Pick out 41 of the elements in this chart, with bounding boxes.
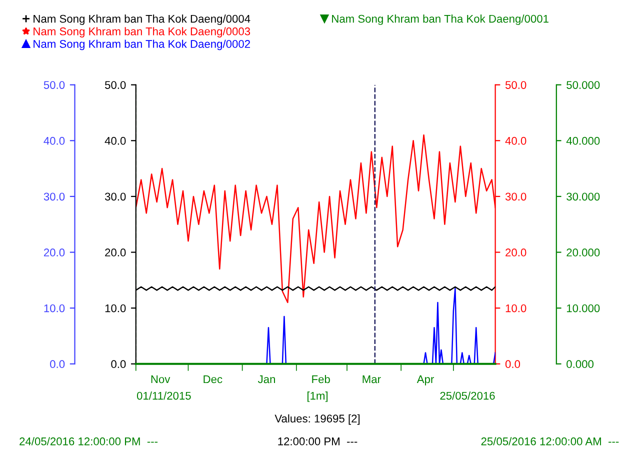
x-tick-label: Dec bbox=[204, 375, 222, 384]
text: Values: 19695 [2] bbox=[274, 414, 360, 425]
x-tick-label: Feb bbox=[312, 375, 330, 384]
y3-tick-label: 20.000 bbox=[566, 248, 600, 256]
text: 25/05/2016 bbox=[440, 392, 495, 400]
text: 10.0 bbox=[44, 304, 65, 312]
text: 0.0 bbox=[50, 360, 65, 368]
y3-tick-label: 0.000 bbox=[566, 360, 594, 368]
x-tick-label: Jan bbox=[258, 375, 275, 384]
y-tick-label: 20.0 bbox=[105, 248, 126, 256]
x-tick-label: Mar bbox=[362, 375, 381, 384]
text: 24/05/2016 12:00:00 PM --- bbox=[20, 437, 158, 446]
y3-tick-label: 50.000 bbox=[566, 81, 600, 89]
legend-label: Nam Song Khram ban Tha Kok Daeng/0004 bbox=[34, 14, 250, 25]
y-tick-label: 10.0 bbox=[105, 304, 126, 312]
y2-tick-label: 50.0 bbox=[505, 81, 526, 89]
legend-label: Nam Song Khram ban Tha Kok Daeng/0001 bbox=[332, 14, 548, 25]
y-tick-label: 50.0 bbox=[104, 81, 126, 89]
text: 40.0 bbox=[44, 136, 65, 145]
y-tick-label: 40.0 bbox=[104, 136, 126, 145]
y2-tick-label: 20.0 bbox=[506, 248, 526, 256]
y2-tick-label: 0.0 bbox=[505, 360, 520, 368]
legend-label: Nam Song Khram ban Tha Kok Daeng/0002 bbox=[34, 40, 250, 50]
text: 20.0 bbox=[44, 248, 65, 256]
text: 50.0 bbox=[44, 81, 65, 89]
y2-tick-label: 40.0 bbox=[505, 136, 526, 145]
text: 12:00:00 PM --- bbox=[278, 437, 358, 446]
y3-tick-label: 30.000 bbox=[566, 192, 600, 201]
x-tick-label: Apr bbox=[416, 375, 434, 386]
legend-label: Nam Song Khram ban Tha Kok Daeng/0003 bbox=[34, 27, 250, 38]
x-tick-label: Nov bbox=[151, 375, 170, 384]
y-tick-label: 30.0 bbox=[104, 192, 126, 201]
text: 01/11/2015 bbox=[136, 392, 191, 400]
text: 30.0 bbox=[44, 192, 65, 201]
y-tick-label: 0.0 bbox=[111, 360, 126, 368]
y2-tick-label: 30.0 bbox=[505, 192, 526, 201]
y3-tick-label: 40.000 bbox=[566, 136, 600, 145]
text: [1m] bbox=[307, 392, 328, 402]
y3-tick-label: 10.000 bbox=[566, 304, 600, 312]
y2-tick-label: 10.0 bbox=[506, 304, 526, 312]
text: 25/05/2016 12:00:00 AM --- bbox=[481, 437, 619, 446]
